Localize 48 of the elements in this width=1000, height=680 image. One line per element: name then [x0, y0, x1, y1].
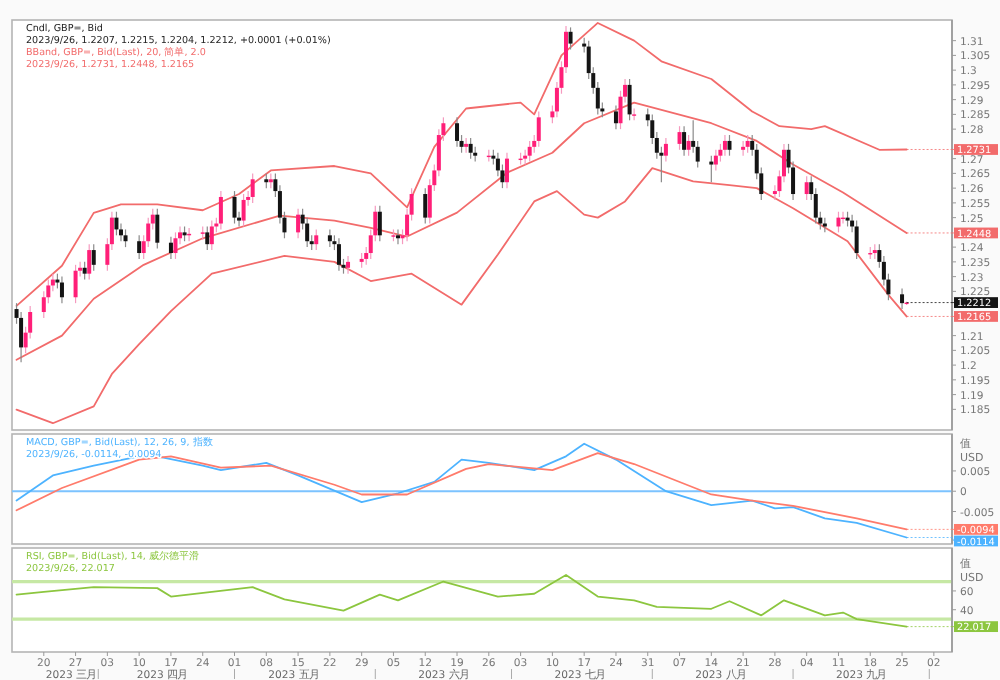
candlestick	[87, 243, 92, 281]
candlestick	[836, 211, 841, 233]
candlestick	[19, 311, 24, 363]
candlestick	[568, 26, 573, 51]
candlestick	[205, 225, 210, 251]
candlestick	[632, 107, 637, 121]
candlestick	[455, 116, 460, 148]
candlestick	[241, 193, 246, 228]
candlestick	[709, 155, 714, 183]
candlestick	[155, 208, 160, 250]
candlestick	[296, 208, 301, 239]
candlestick	[250, 172, 255, 204]
candlestick	[314, 228, 319, 251]
candlestick	[346, 255, 351, 275]
candlestick	[209, 219, 214, 251]
candlestick	[137, 234, 142, 260]
candlestick	[59, 276, 64, 304]
candlestick	[305, 217, 310, 248]
candlestick	[395, 228, 400, 245]
candlestick	[741, 140, 746, 157]
candlestick	[468, 137, 473, 160]
candlestick	[377, 205, 382, 242]
candlestick	[114, 211, 119, 236]
candlestick	[663, 137, 668, 163]
candlestick	[91, 243, 96, 272]
candlestick	[722, 134, 727, 157]
candlestick	[613, 104, 618, 130]
candlestick	[218, 190, 223, 231]
candlestick	[504, 152, 509, 189]
candlestick	[682, 125, 687, 157]
candlestick	[627, 78, 632, 121]
candlestick	[527, 140, 532, 163]
candlestick	[677, 125, 682, 151]
candlestick	[168, 236, 173, 260]
candlestick	[464, 137, 469, 154]
candlestick	[727, 134, 732, 157]
candlestick	[536, 110, 541, 148]
candlestick	[854, 219, 859, 260]
candlestick	[232, 190, 237, 225]
candlestick	[73, 264, 78, 304]
candlestick	[327, 228, 332, 248]
candlestick	[804, 175, 809, 201]
candlestick	[686, 134, 691, 157]
candlestick	[523, 149, 528, 166]
candlestick	[336, 237, 341, 272]
candlestick	[713, 149, 718, 172]
candlestick	[173, 231, 178, 260]
candlestick	[423, 187, 428, 225]
